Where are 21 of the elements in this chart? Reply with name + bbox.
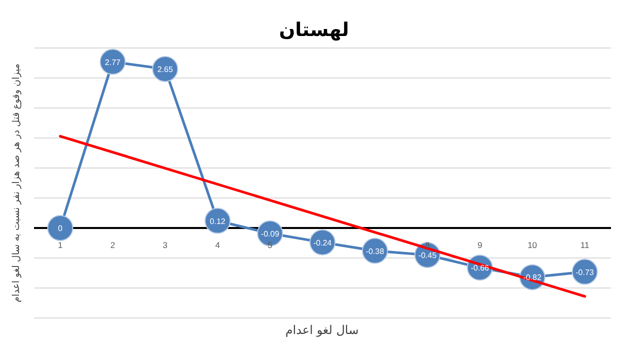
data-label: 0.12	[210, 216, 226, 226]
data-label: 0	[58, 224, 63, 233]
x-tick-label: 1	[58, 240, 63, 250]
x-axis-title: سال لغو اعدام	[285, 323, 359, 337]
data-label: 2.65	[157, 65, 174, 74]
x-tick-label: 9	[477, 240, 482, 250]
x-tick-label: 3	[162, 240, 168, 250]
x-tick-label: 11	[580, 240, 590, 250]
data-label: -0.45	[418, 251, 438, 260]
data-label: -0.38	[366, 246, 385, 256]
x-tick-label: 4	[215, 240, 220, 250]
data-label: -0.73	[576, 268, 594, 277]
y-axis-title: میزان وقوع قتل در هر صد هزار نفر نسبت به سال لغو اعدام	[11, 64, 22, 302]
data-label: -0.24	[313, 238, 332, 248]
chart-title: لهستان	[278, 19, 350, 41]
x-tick-label: 2	[110, 240, 116, 250]
data-label: -0.66	[470, 264, 490, 273]
x-tick-label: 10	[528, 240, 538, 250]
data-label: -0.09	[260, 229, 280, 238]
point	[47, 215, 74, 241]
data-label: 2.77	[104, 58, 122, 67]
